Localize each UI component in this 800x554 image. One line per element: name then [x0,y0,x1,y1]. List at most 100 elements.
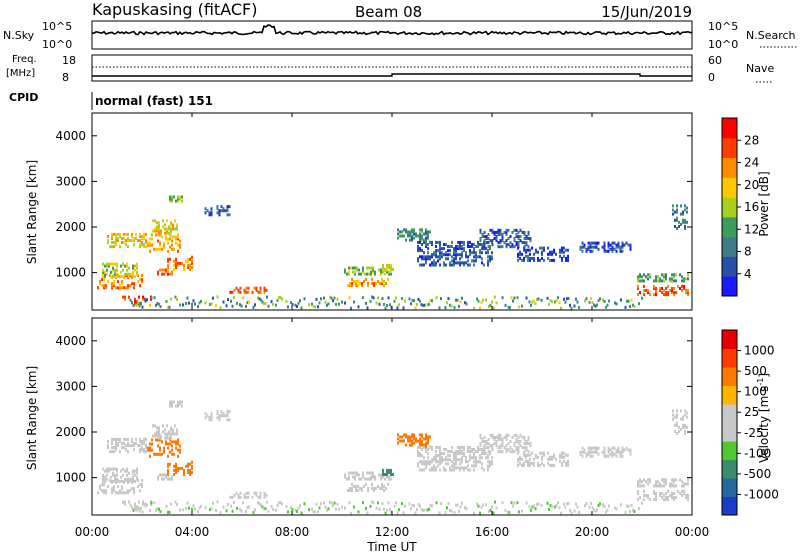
velocity-cell [181,404,183,408]
velocity-cell [455,456,457,460]
velocity-cell [633,510,636,513]
velocity-cell [265,493,268,497]
velocity-cell [563,459,565,463]
power-cell [619,249,622,253]
power-cell [518,305,520,309]
velocity-cell [377,501,379,505]
power-cell [102,274,104,278]
velocity-cell [489,508,492,512]
power-cell [589,241,592,245]
power-cell [444,306,447,310]
velocity-cell [165,475,167,479]
velocity-cell [397,441,399,445]
power-cell [112,262,114,266]
power-cell [495,239,498,243]
velocity-cell [661,492,663,495]
velocity-cell [678,425,680,429]
velocity-cell [336,502,339,506]
velocity-cell [447,450,449,453]
velocity-cell [166,432,168,436]
power-cell [465,251,467,255]
velocity-cell [435,445,437,449]
power-cell [382,263,384,267]
power-cell [425,245,427,248]
velocity-cell [603,504,606,508]
power-cell [667,284,669,288]
power-cell [127,232,129,236]
power-cell [513,296,516,300]
power-cell [685,291,687,295]
velocity-cell [527,437,530,441]
power-cell [413,230,415,234]
noise-right-tick-top: 10^5 [708,20,738,33]
velocity-cell [481,456,483,460]
velocity-cell [384,477,386,481]
power-cell [479,228,482,232]
power-cell [263,290,266,294]
velocity-colorbar-tick-label: -1000 [744,487,779,501]
velocity-cell [167,477,169,481]
velocity-cell [360,477,362,481]
power-cell [483,240,485,244]
power-cell [407,234,409,238]
power-cell [543,248,545,252]
velocity-cell [367,487,369,490]
velocity-cell [667,496,669,500]
power-cell [134,302,136,306]
power-cell [408,297,411,301]
velocity-cell [593,450,596,454]
velocity-cell [437,460,439,464]
power-cell [136,272,138,276]
power-cell [683,284,685,288]
power-cell [539,258,541,262]
velocity-colorbar-swatch [722,459,737,479]
power-cell [435,245,437,248]
power-cell [110,274,112,278]
velocity-cell [437,454,439,458]
power-cell [461,251,463,255]
velocity-cell [519,457,521,461]
velocity-cell [543,453,545,457]
power-cell [639,273,641,277]
power-cell [673,287,675,290]
velocity-cell [491,460,493,464]
power-cell [128,266,130,270]
power-cell [348,272,350,276]
power-cell [523,248,525,252]
power-cell [179,243,181,247]
velocity-cell [453,462,455,466]
power-cell [673,279,675,283]
velocity-cell [171,452,173,456]
power-cell [139,235,141,238]
power-cell [435,251,437,255]
power-cell [461,255,463,259]
power-cell [603,243,606,247]
velocity-cell [142,502,144,506]
power-cell [491,243,494,247]
power-cell [172,227,174,231]
power-cell [494,295,496,299]
velocity-cell [485,440,488,443]
power-cell [208,211,211,215]
velocity-cell [687,482,689,486]
velocity-cell [158,426,160,430]
power-cell [384,268,386,271]
power-cell [627,299,630,303]
freq-label-line2: [MHz] [6,68,35,79]
power-cell [185,302,187,305]
velocity-cell [111,489,113,493]
power-cell [143,245,145,249]
velocity-cell [463,448,465,451]
velocity-cell [177,442,179,446]
velocity-cell [517,451,519,455]
velocity-cell [684,425,686,429]
velocity-cell [615,448,618,452]
power-cell [216,211,219,215]
velocity-cell [627,448,630,452]
power-cell [187,257,189,261]
velocity-cell [270,505,273,509]
power-cell [686,220,688,224]
power-cell [546,296,549,300]
power-cell [175,199,177,203]
power-cell [439,249,441,253]
